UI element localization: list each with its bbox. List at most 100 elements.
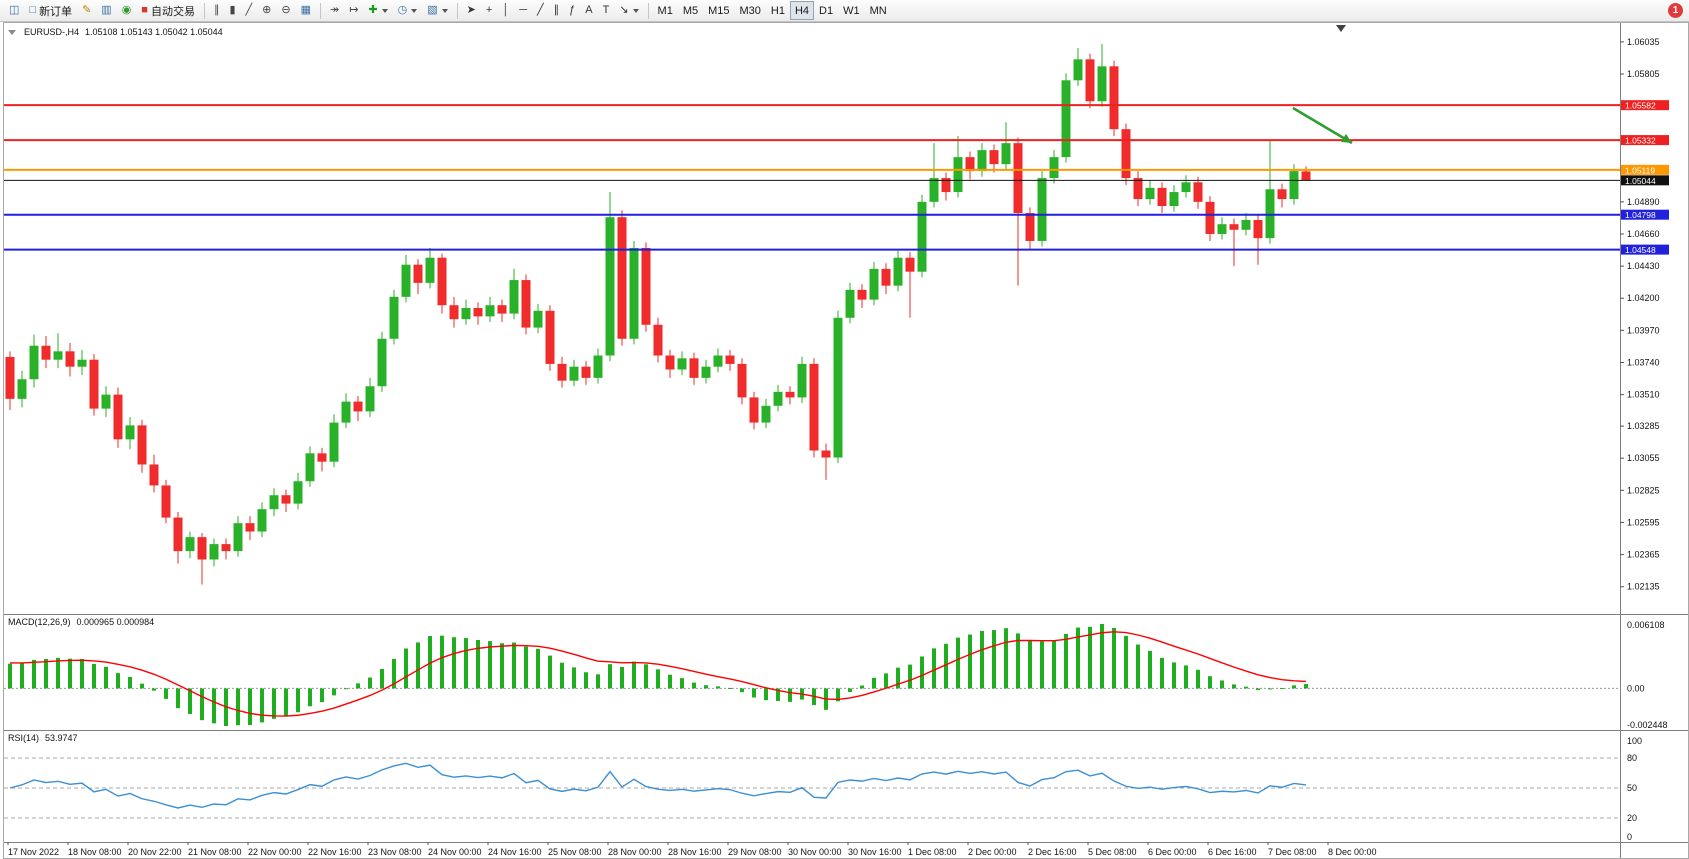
timeframe-h1-button[interactable]: H1 <box>766 1 790 20</box>
cursor-button[interactable]: ➤ <box>462 1 481 20</box>
time-axis-label: 6 Dec 16:00 <box>1208 847 1257 857</box>
time-axis-label: 22 Nov 00:00 <box>248 847 302 857</box>
candle-body <box>77 359 87 367</box>
time-axis-label: 25 Nov 08:00 <box>548 847 602 857</box>
candle-body <box>581 366 591 378</box>
candle-body <box>245 523 255 532</box>
timeframe-mn-button-label: MN <box>869 4 887 17</box>
new-order-button[interactable]: □ 新订单 <box>24 1 77 20</box>
indicators-button[interactable]: ✚ <box>363 1 392 20</box>
macd-bar <box>1160 657 1164 689</box>
candle-body <box>881 268 891 286</box>
macd-bar <box>1232 684 1236 689</box>
fibonacci-button[interactable]: ƒ <box>564 1 580 20</box>
candle-body <box>593 355 603 378</box>
clock-icon: ◷ <box>397 4 408 16</box>
candle-body <box>389 296 399 339</box>
macd-bar <box>632 661 636 689</box>
arrows-button[interactable]: ↘ <box>614 1 643 20</box>
templates-button[interactable]: ▧ <box>422 1 452 20</box>
price-axis-label: 1.03510 <box>1627 390 1660 400</box>
candle-body <box>1217 224 1227 234</box>
notification-badge[interactable]: 1 <box>1668 3 1683 18</box>
time-axis-label: 28 Nov 16:00 <box>668 847 722 857</box>
macd-bar <box>428 636 432 689</box>
horizontal-line-button[interactable]: ─ <box>514 1 532 20</box>
timeframe-h4-button-label: H4 <box>794 4 810 17</box>
time-axis-label: 29 Nov 08:00 <box>728 847 782 857</box>
metaeditor-button[interactable]: ✎ <box>77 1 96 20</box>
sound-button[interactable]: ◉ <box>117 1 137 20</box>
macd-bar <box>764 688 768 701</box>
candlestick-button[interactable]: ▮ <box>224 1 240 20</box>
candle-body <box>221 544 231 552</box>
candle-body <box>833 317 843 458</box>
bid-price-label: 1.05044 <box>1621 175 1669 186</box>
text-button[interactable]: A <box>580 1 597 20</box>
candle-body <box>953 157 963 193</box>
toolbar-separator <box>203 2 205 19</box>
timeframe-m5-button[interactable]: M5 <box>678 1 703 20</box>
terminal-button[interactable]: ▥ <box>96 1 116 20</box>
timeframe-w1-button[interactable]: W1 <box>838 1 865 20</box>
macd-bar <box>872 677 876 689</box>
candle-body <box>521 280 531 328</box>
price-axis-label: 1.02135 <box>1627 582 1660 592</box>
periods-button[interactable]: ◷ <box>393 1 423 20</box>
line-chart-button[interactable]: ╱ <box>241 1 258 20</box>
timeframe-d1-button[interactable]: D1 <box>814 1 838 20</box>
macd-bar <box>116 673 120 689</box>
macd-axis-max-label: 0.006108 <box>1627 620 1665 630</box>
macd-bar <box>104 666 108 689</box>
timeframe-mn-button[interactable]: MN <box>865 1 892 20</box>
ohlc-bars-button[interactable]: ∥ <box>209 1 225 20</box>
macd-bar <box>956 637 960 689</box>
auto-scroll-button[interactable]: ↠ <box>325 1 344 20</box>
trend-arrow-annotation[interactable] <box>1292 106 1353 145</box>
candle-body <box>557 363 567 381</box>
timeframe-m30-button[interactable]: M30 <box>735 1 766 20</box>
one-click-trading-toggle[interactable] <box>8 29 16 35</box>
terminal-icon: ▥ <box>101 4 112 16</box>
tile-windows-button[interactable]: ▦ <box>296 1 316 20</box>
timeframe-h4-button[interactable]: H4 <box>789 1 815 20</box>
chart-shift-button[interactable]: ↦ <box>344 1 363 20</box>
price-axis-label: 1.03285 <box>1627 421 1660 431</box>
price-axis-label: 1.04200 <box>1627 293 1660 303</box>
macd-bar <box>200 688 204 721</box>
price-axis-label: 1.02825 <box>1627 485 1660 495</box>
chart-shift-marker[interactable] <box>1336 25 1346 32</box>
toolbar-group: ↠ ↦ ✚ ◷ ▧ <box>325 1 453 20</box>
candle-body <box>1025 213 1035 241</box>
timeframe-m1-button[interactable]: M1 <box>653 1 678 20</box>
zoom-out-button[interactable]: ⊖ <box>276 1 295 20</box>
macd-bar <box>452 637 456 689</box>
time-axis-label: 20 Nov 22:00 <box>128 847 182 857</box>
crosshair-button[interactable]: + <box>481 1 497 20</box>
autotrading-button[interactable]: ■ 自动交易 <box>136 1 200 20</box>
candle-body <box>173 517 183 552</box>
trendline-button[interactable]: ╱ <box>532 1 549 20</box>
macd-bar <box>440 635 444 689</box>
vertical-line-button[interactable]: │ <box>497 1 514 20</box>
price-axis-label: 1.03970 <box>1627 325 1660 335</box>
label-button[interactable]: T <box>598 1 615 20</box>
macd-bar <box>836 688 840 702</box>
macd-bar <box>1196 669 1200 689</box>
time-axis-label: 18 Nov 08:00 <box>68 847 122 857</box>
candle-body <box>257 509 267 532</box>
timeframe-m15-button[interactable]: M15 <box>703 1 734 20</box>
candle-body <box>605 217 615 356</box>
rsi-axis-label: 20 <box>1627 813 1637 823</box>
macd-bar <box>152 688 156 691</box>
macd-bar <box>716 686 720 689</box>
candle-body <box>197 537 207 560</box>
channel-button[interactable]: ∥ <box>549 1 565 20</box>
new-chart-button[interactable]: ◫ <box>4 1 24 20</box>
zoom-in-button[interactable]: ⊕ <box>257 1 276 20</box>
candlestick-icon: ▮ <box>229 4 236 16</box>
price-axis-label: 1.05805 <box>1627 69 1660 79</box>
candle-body <box>1277 189 1287 200</box>
candle-body <box>677 358 687 370</box>
